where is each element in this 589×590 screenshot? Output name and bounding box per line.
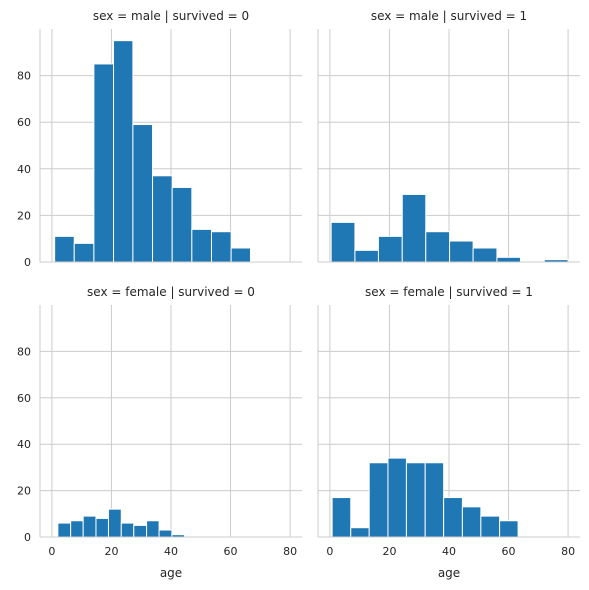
histogram-bar: [120, 522, 135, 538]
histogram-bar: [57, 522, 72, 538]
y-tick-label: 20: [17, 485, 31, 498]
facet-panel-1: sex = male | survived = 0 0 20 40 60 80: [17, 9, 302, 269]
histogram-bar: [70, 520, 84, 538]
facet-title: sex = male | survived = 1: [371, 9, 527, 23]
x-tick-label: 80: [283, 545, 297, 558]
histogram-bar: [449, 240, 474, 263]
x-tick-label: 40: [442, 545, 456, 558]
histogram-bar: [113, 40, 134, 263]
histogram-bar: [354, 249, 379, 263]
y-tick-label: 0: [24, 531, 31, 544]
x-tick-label: 40: [164, 545, 178, 558]
facet-title: sex = male | survived = 0: [93, 9, 249, 23]
histogram-bar: [331, 497, 352, 538]
histogram-bar: [132, 124, 154, 263]
x-tick-label: 60: [502, 545, 516, 558]
y-tick-label: 80: [17, 345, 31, 358]
histogram-bar: [377, 235, 403, 263]
y-tick-label: 80: [17, 70, 31, 83]
x-tick-label: 20: [382, 545, 396, 558]
histogram-bar: [191, 228, 212, 263]
x-tick-label: 20: [104, 545, 118, 558]
histogram-bar: [230, 247, 251, 263]
histogram-bar: [499, 520, 519, 538]
facet-panel-4: sex = female | survived = 1 0 20 40 60 80 age: [317, 285, 580, 580]
histogram-bar: [401, 193, 427, 263]
histogram-bar: [480, 515, 501, 538]
facet-panel-3: sex = female | survived = 0 0 20 40 60 80 0 20 4…: [17, 285, 302, 580]
y-tick-label: 40: [17, 438, 31, 451]
y-tick-label: 60: [17, 116, 31, 129]
x-tick-label: 0: [48, 545, 55, 558]
histogram-bar: [210, 231, 232, 263]
histogram-bar: [54, 235, 75, 263]
histogram-bar: [496, 256, 521, 263]
histogram-bar: [472, 247, 498, 263]
histogram-bar: [424, 462, 445, 538]
histogram-bar: [95, 517, 109, 538]
histogram-bar: [387, 457, 407, 538]
facet-panel-2: sex = male | survived = 1: [317, 9, 580, 263]
y-tick-label: 60: [17, 392, 31, 405]
histogram-bar: [146, 520, 160, 538]
histogram-bar: [107, 508, 122, 538]
histogram-bar: [368, 462, 389, 538]
histogram-bar: [93, 63, 115, 263]
histogram-bar: [443, 497, 463, 538]
facet-title: sex = female | survived = 0: [87, 285, 255, 299]
x-axis-label: age: [438, 566, 460, 580]
histogram-bar: [330, 221, 356, 263]
x-tick-label: 60: [224, 545, 238, 558]
histogram-bar: [133, 524, 148, 538]
histogram-bar: [350, 527, 370, 538]
y-tick-label: 20: [17, 209, 31, 222]
histogram-bar: [158, 529, 173, 538]
facet-title: sex = female | survived = 1: [365, 285, 533, 299]
y-tick-label: 40: [17, 163, 31, 176]
histogram-bar: [73, 242, 95, 263]
histogram-bar: [152, 175, 173, 263]
x-tick-label: 80: [561, 545, 575, 558]
histogram-bar: [405, 462, 426, 538]
histogram-bar: [425, 231, 451, 263]
y-tick-label: 0: [24, 256, 31, 269]
histogram-bar: [461, 506, 482, 538]
x-axis-label: age: [160, 566, 182, 580]
x-tick-label: 0: [326, 545, 333, 558]
histogram-bar: [82, 515, 97, 538]
histogram-bar: [171, 186, 193, 263]
